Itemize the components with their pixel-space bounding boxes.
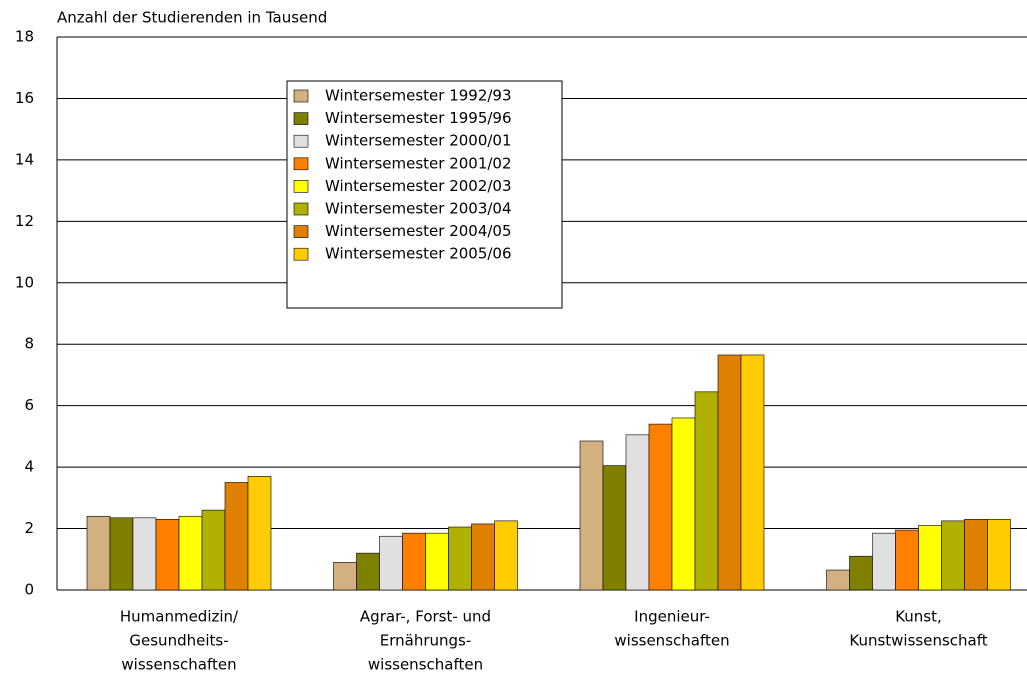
bar [671, 417, 696, 591]
y-tick-label: 10 [15, 273, 34, 291]
bar [201, 509, 226, 591]
x-tick-label: wissenschaften [368, 656, 483, 673]
bar [86, 515, 111, 591]
bar [109, 517, 134, 591]
y-tick-label: 0 [24, 581, 34, 599]
bar [740, 354, 765, 591]
legend-swatch [293, 134, 309, 148]
y-tick-label: 16 [15, 89, 34, 107]
x-tick-label: Agrar-, Forst- und [360, 608, 491, 626]
bar [579, 440, 604, 591]
legend-label: Wintersemester 2000/01 [325, 132, 512, 150]
bar [987, 519, 1011, 591]
legend-label: Wintersemester 1995/96 [325, 109, 512, 127]
bar [379, 535, 403, 591]
x-tick-label: Humanmedizin/ [120, 608, 239, 626]
legend-swatch [293, 89, 309, 103]
legend-box [286, 80, 563, 309]
legend-swatch [293, 247, 309, 261]
legend-swatch [293, 180, 309, 193]
y-tick-label: 2 [24, 519, 34, 537]
legend-label: Wintersemester 2005/06 [325, 245, 512, 263]
bar [717, 354, 742, 591]
x-tick-label: Ingenieur- [634, 608, 710, 626]
legend-label: Wintersemester 2001/02 [325, 154, 512, 172]
y-tick-label: 6 [24, 396, 34, 414]
bar [247, 476, 272, 591]
x-tick-label: Ernährungs- [380, 632, 472, 650]
y-tick-label: 4 [24, 458, 34, 476]
legend-swatch [293, 112, 309, 125]
bar [425, 532, 449, 591]
legend-label: Wintersemester 2002/03 [325, 177, 512, 195]
x-tick-label: wissenschaften [121, 656, 236, 673]
legend-swatch [293, 202, 309, 216]
bar [941, 520, 965, 591]
legend-swatch [293, 157, 309, 171]
y-tick-label: 14 [15, 150, 34, 168]
y-axis-label: Anzahl der Studierenden in Tausend [57, 9, 327, 27]
bar [471, 523, 495, 591]
bar [356, 552, 380, 591]
bar [224, 482, 249, 591]
x-tick-label: Kunst, [895, 608, 942, 626]
x-tick-label: wissenschaften [614, 632, 729, 650]
legend-swatch [293, 225, 309, 238]
bar [872, 532, 896, 591]
bar [918, 525, 942, 591]
legend-label: Wintersemester 2003/04 [325, 200, 512, 218]
bar [964, 519, 988, 591]
y-tick-label: 18 [15, 28, 34, 46]
bar [448, 526, 472, 591]
bar [132, 517, 157, 591]
bar [895, 529, 919, 591]
y-tick-label: 8 [24, 335, 34, 353]
bar [178, 515, 203, 591]
bar [333, 562, 357, 591]
bar [648, 423, 673, 591]
bar [155, 519, 180, 591]
bar [694, 391, 719, 591]
bar [625, 434, 650, 591]
x-tick-label: Gesundheits- [129, 632, 228, 650]
bar [402, 532, 426, 591]
y-tick-label: 12 [15, 212, 34, 230]
bar [494, 520, 518, 591]
legend-label: Wintersemester 1992/93 [325, 87, 512, 105]
bar [602, 465, 627, 591]
bar [826, 569, 850, 591]
legend-label: Wintersemester 2004/05 [325, 222, 512, 240]
bar [849, 555, 873, 591]
x-tick-label: Kunstwissenschaft [849, 632, 987, 650]
